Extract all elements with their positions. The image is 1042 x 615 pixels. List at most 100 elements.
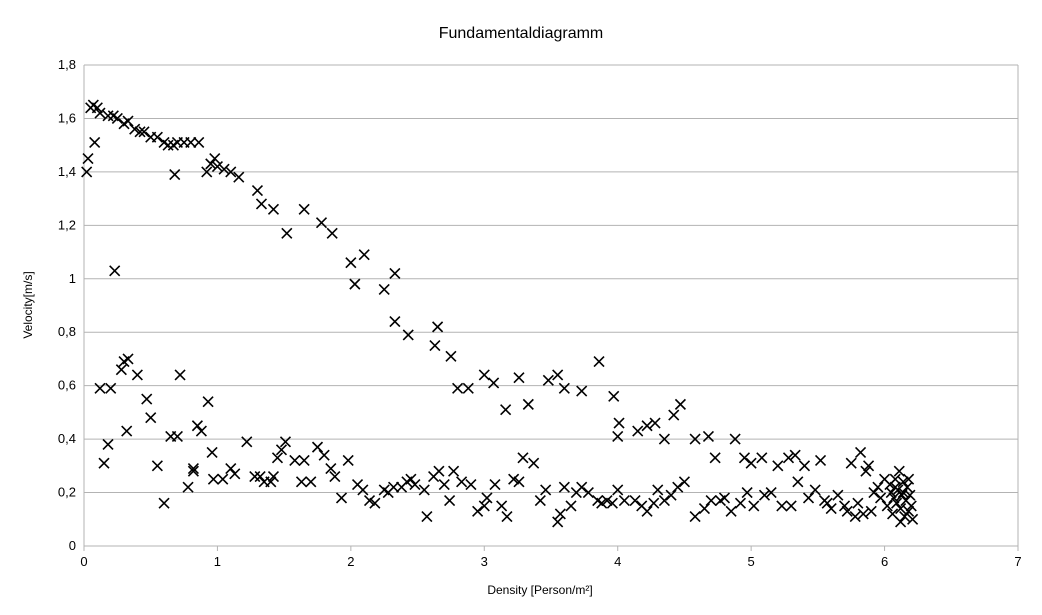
data-point (522, 398, 534, 410)
data-point (138, 126, 150, 138)
data-point (131, 369, 143, 381)
data-point (734, 497, 747, 509)
data-point (582, 486, 594, 499)
data-point (729, 433, 741, 445)
data-point (109, 265, 121, 277)
data-point (218, 163, 230, 175)
data-point (648, 497, 660, 509)
data-point (513, 372, 525, 384)
data-point (182, 481, 194, 493)
data-point (169, 168, 181, 181)
x-tick-label: 4 (614, 554, 621, 569)
data-point (405, 473, 417, 485)
data-point (105, 382, 117, 394)
data-point (765, 486, 777, 499)
data-point (229, 468, 241, 480)
data-point (789, 449, 801, 461)
data-point (429, 340, 441, 352)
data-point (369, 497, 381, 509)
data-point (357, 484, 369, 496)
data-point (528, 457, 540, 469)
y-tick-label: 1,6 (58, 110, 76, 125)
data-point (187, 462, 199, 475)
data-point (885, 486, 897, 499)
data-point (772, 460, 784, 472)
data-point (576, 481, 588, 493)
data-point (641, 505, 653, 517)
data-point (201, 166, 213, 178)
data-point (895, 503, 907, 515)
data-point (111, 112, 123, 125)
data-point (875, 492, 887, 504)
data-point (841, 505, 853, 517)
data-point (488, 377, 500, 389)
data-point (151, 460, 163, 472)
data-point (782, 452, 795, 464)
y-axis-label: Velocity[m/s] (21, 271, 35, 338)
data-point (281, 227, 293, 239)
data-point (612, 430, 624, 443)
data-point (335, 492, 348, 504)
data-point (251, 185, 264, 197)
data-point (672, 481, 684, 493)
data-point (891, 497, 903, 509)
data-point (689, 433, 701, 445)
data-point (389, 315, 401, 328)
data-point (211, 160, 223, 173)
data-point (448, 465, 460, 477)
y-tick-label: 0 (69, 538, 76, 553)
data-point (641, 420, 653, 432)
data-point (158, 497, 170, 509)
data-point (665, 489, 677, 501)
data-point (798, 460, 811, 472)
data-point (217, 473, 229, 485)
data-point (315, 217, 328, 229)
data-point (122, 115, 134, 127)
data-point (271, 452, 284, 464)
data-point (748, 500, 760, 512)
data-point (601, 495, 613, 507)
data-point (905, 500, 917, 512)
data-point (689, 511, 701, 523)
data-point (115, 364, 127, 376)
data-point (862, 460, 875, 472)
data-point (345, 257, 357, 269)
data-point (860, 465, 872, 477)
data-point (709, 452, 721, 464)
data-point (513, 476, 525, 488)
data-point (678, 476, 690, 488)
data-point (558, 382, 570, 394)
data-point (792, 476, 804, 488)
data-point (462, 382, 474, 394)
data-point (776, 500, 788, 512)
data-point (852, 497, 864, 509)
data-point (433, 465, 445, 477)
data-point (206, 446, 218, 459)
x-tick-label: 0 (80, 554, 87, 569)
data-point (98, 457, 110, 469)
y-tick-label: 1 (69, 271, 76, 286)
data-point (267, 470, 280, 483)
data-point (478, 500, 490, 512)
x-tick-label: 1 (214, 554, 221, 569)
data-point (903, 505, 915, 517)
x-tick-label: 6 (881, 554, 888, 569)
data-point (725, 505, 737, 517)
data-point (289, 454, 301, 467)
data-point (134, 126, 146, 138)
data-point (814, 454, 827, 467)
data-point (209, 152, 221, 165)
data-point (907, 513, 919, 525)
data-point (857, 508, 869, 520)
data-point (102, 438, 114, 451)
y-tick-label: 0,6 (58, 378, 76, 393)
data-point (612, 484, 624, 496)
data-point (275, 444, 288, 456)
data-point (881, 500, 893, 512)
data-point (225, 166, 237, 178)
data-point (187, 465, 199, 477)
data-point (702, 430, 715, 443)
data-point (185, 136, 197, 149)
data-point (249, 470, 261, 483)
